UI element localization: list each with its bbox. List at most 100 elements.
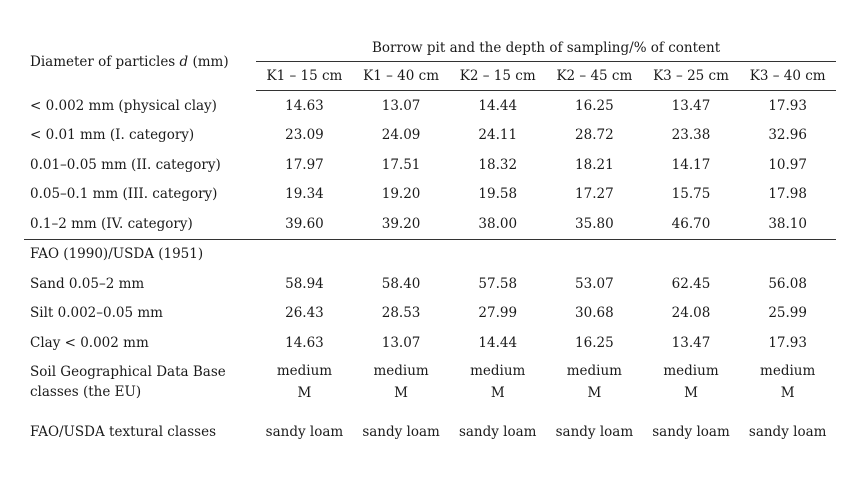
class-code: M [394, 384, 408, 401]
cell-value: 18.32 [478, 156, 518, 173]
class-name: medium [566, 362, 622, 379]
cell-value: 57.58 [478, 275, 518, 292]
row-label: 0.1–2 mm (IV. category) [30, 215, 193, 232]
cell-value: 14.44 [478, 334, 518, 351]
cell-value: sandy loam [748, 424, 827, 441]
cell-value: 15.75 [671, 186, 711, 203]
cell-value: 58.40 [381, 275, 421, 292]
cell-value: 38.00 [478, 215, 518, 232]
cell-value: 10.97 [768, 156, 807, 173]
cell-value: 39.60 [285, 215, 324, 232]
cell-value: medium M [353, 358, 450, 418]
class-name: medium [663, 362, 719, 379]
cell-value: medium M [739, 358, 836, 418]
cell-value: 14.63 [285, 97, 324, 114]
cell-value: sandy loam [265, 424, 344, 441]
cell-value: 17.93 [768, 97, 807, 114]
cell-value: 18.21 [575, 156, 614, 173]
table-row: Clay < 0.002 mm 14.63 13.07 14.44 16.25 … [24, 328, 836, 358]
cell-value: 16.25 [575, 334, 614, 351]
row-label: 0.01–0.05 mm (II. category) [30, 156, 221, 173]
table-row: Soil Geographical Data Base classes (the … [24, 358, 836, 418]
row-label-line: classes (the EU) [30, 383, 142, 400]
cell-value: 24.08 [671, 305, 711, 322]
class-code: M [780, 384, 795, 401]
class-code: M [587, 384, 602, 401]
cell-value: 19.58 [478, 186, 518, 203]
cell-value: 26.43 [285, 305, 324, 322]
cell-value: 24.11 [478, 127, 518, 144]
table-container: Diameter of particles d (mm) Borrow pit … [24, 34, 836, 447]
cell-value: 17.51 [381, 156, 421, 173]
table-row: 0.05–0.1 mm (III. category) 19.34 19.20 … [24, 180, 836, 210]
cell-value: 25.99 [768, 305, 807, 322]
class-name: medium [373, 362, 429, 379]
cell-value: 13.07 [381, 334, 421, 351]
table-row: < 0.01 mm (I. category) 23.09 24.09 24.1… [24, 121, 836, 151]
cell-value: 27.99 [478, 305, 518, 322]
column-header: K2 – 15 cm [449, 61, 547, 91]
cell-value: 17.93 [768, 334, 807, 351]
class-name: medium [276, 362, 333, 379]
cell-value: medium M [546, 358, 643, 418]
class-code: M [297, 384, 312, 401]
class-name: medium [470, 362, 526, 379]
cell-value: 53.07 [575, 275, 614, 292]
column-header: K3 – 25 cm [642, 61, 740, 91]
column-header: K1 – 15 cm [256, 61, 353, 91]
column-header: K3 – 40 cm [739, 61, 836, 91]
row-label: Sand 0.05–2 mm [30, 275, 145, 292]
table-row: 0.01–0.05 mm (II. category) 17.97 17.51 … [24, 150, 836, 180]
row-header-prefix: Diameter of particles [30, 54, 180, 71]
row-label: Silt 0.002–0.05 mm [30, 305, 163, 322]
cell-value: sandy loam [555, 424, 634, 441]
cell-value: 30.68 [575, 305, 614, 322]
cell-value: 23.09 [285, 127, 324, 144]
cell-value: 14.44 [478, 97, 518, 114]
row-label: 0.05–0.1 mm (III. category) [30, 186, 218, 203]
class-name: medium [760, 362, 816, 379]
cell-value: 56.08 [768, 275, 807, 292]
group-header: Borrow pit and the depth of sampling/% o… [256, 34, 836, 62]
cell-value: 23.38 [671, 127, 711, 144]
cell-value: 19.34 [285, 186, 324, 203]
table-row: < 0.002 mm (physical clay) 14.63 13.07 1… [24, 91, 836, 121]
table-row: Silt 0.002–0.05 mm 26.43 28.53 27.99 30.… [24, 299, 836, 329]
row-label: FAO/USDA textural classes [30, 424, 217, 441]
cell-value: 13.47 [671, 334, 711, 351]
row-label: Clay < 0.002 mm [30, 334, 149, 351]
row-header-suffix: (mm) [188, 54, 229, 71]
row-header-variable: d [179, 54, 189, 71]
table-row: FAO/USDA textural classes sandy loam san… [24, 418, 836, 448]
cell-value: sandy loam [458, 424, 537, 441]
soil-particle-table: Diameter of particles d (mm) Borrow pit … [24, 34, 836, 447]
cell-value: 13.07 [381, 97, 421, 114]
table-row: 0.1–2 mm (IV. category) 39.60 39.20 38.0… [24, 209, 836, 239]
class-code: M [684, 384, 698, 401]
cell-value: 17.97 [285, 156, 324, 173]
row-label: < 0.01 mm (I. category) [30, 127, 195, 144]
row-header-label: Diameter of particles d (mm) [24, 34, 256, 91]
cell-value: medium M [643, 358, 740, 418]
section-row: FAO (1990)/USDA (1951) [24, 238, 836, 269]
cell-value: 38.10 [768, 215, 807, 232]
row-label: < 0.002 mm (physical clay) [30, 97, 217, 114]
cell-value: 28.53 [381, 305, 421, 322]
column-header: K2 – 45 cm [546, 61, 643, 91]
cell-value: 32.96 [768, 127, 807, 144]
cell-value: 16.25 [575, 97, 614, 114]
cell-value: 14.17 [671, 156, 711, 173]
cell-value: sandy loam [362, 424, 440, 441]
cell-value: 13.47 [671, 97, 711, 114]
column-header: K1 – 40 cm [352, 61, 450, 91]
row-label-line: Soil Geographical Data Base [30, 363, 226, 380]
class-code: M [490, 384, 505, 401]
cell-value: sandy loam [652, 424, 730, 441]
cell-value: 58.94 [285, 275, 324, 292]
cell-value: 24.09 [381, 127, 421, 144]
cell-value: medium M [256, 358, 353, 418]
cell-value: medium M [449, 358, 546, 418]
cell-value: 19.20 [381, 186, 421, 203]
row-label: Soil Geographical Data Base classes (the … [24, 358, 256, 418]
cell-value: 39.20 [381, 215, 421, 232]
